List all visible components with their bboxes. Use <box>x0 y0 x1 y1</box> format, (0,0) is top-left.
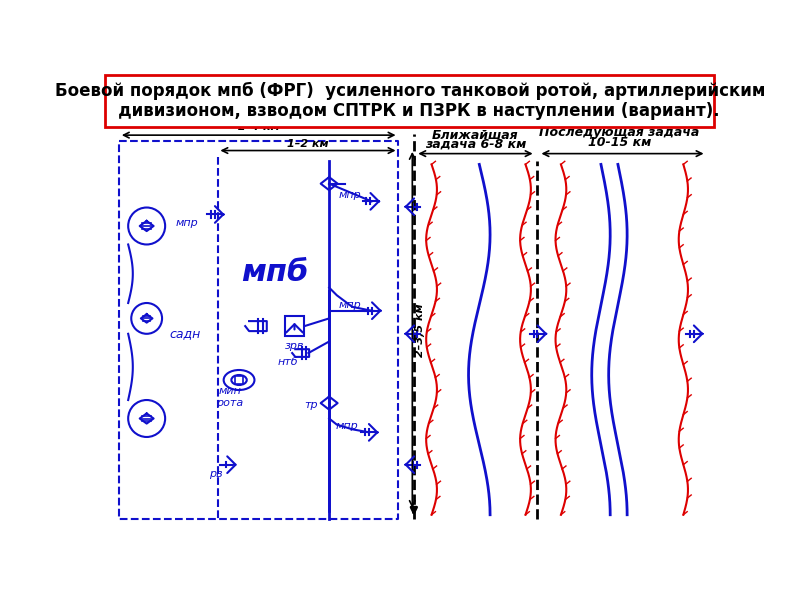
Text: Последующая задача: Последующая задача <box>539 125 699 139</box>
Text: мпр: мпр <box>175 218 198 228</box>
Text: нтб: нтб <box>278 356 298 367</box>
Text: зрв: зрв <box>285 341 304 351</box>
Text: рв: рв <box>209 469 222 479</box>
Text: тр: тр <box>304 400 318 410</box>
Bar <box>285 316 304 336</box>
Text: мпр: мпр <box>338 299 362 310</box>
FancyBboxPatch shape <box>105 75 714 127</box>
Text: мпр: мпр <box>335 421 358 431</box>
Bar <box>235 376 243 384</box>
Text: садн: садн <box>170 328 201 340</box>
Text: 2–3,5 км: 2–3,5 км <box>415 303 425 357</box>
Text: дивизионом, взводом СПТРК и ПЗРК в наступлении (вариант).: дивизионом, взводом СПТРК и ПЗРК в насту… <box>101 101 719 119</box>
Text: Ближайшая: Ближайшая <box>432 128 518 142</box>
Text: мпб: мпб <box>242 258 309 287</box>
Text: задача 6-8 км: задача 6-8 км <box>425 138 526 151</box>
Text: 2–4 км: 2–4 км <box>238 122 279 133</box>
Text: 1–2 км: 1–2 км <box>287 139 329 149</box>
Text: Боевой порядок мпб (ФРГ)  усиленного танковой ротой, артиллерийским: Боевой порядок мпб (ФРГ) усиленного танк… <box>55 82 765 100</box>
Text: мин
рота: мин рота <box>216 386 243 408</box>
Text: 10-15 км: 10-15 км <box>588 136 651 149</box>
Text: мпр: мпр <box>338 190 362 200</box>
